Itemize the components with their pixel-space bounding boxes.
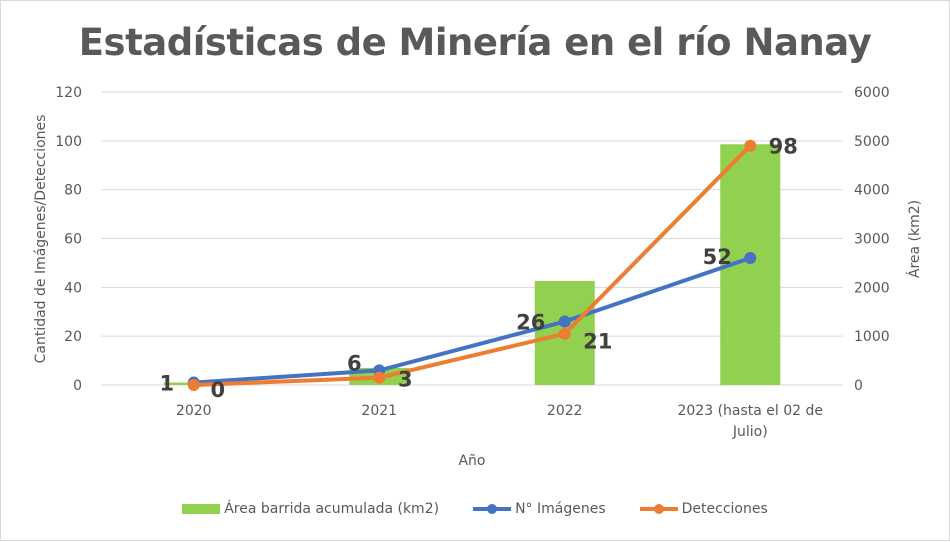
x-axis-title: Año [458,453,485,469]
series-line [193,144,752,387]
data-point [373,371,386,384]
y-right-tick-label: 1000 [854,329,890,345]
y-left-tick-label: 60 [64,232,82,248]
y-right-tick-label: 6000 [854,85,890,101]
y-left-tick-label: 120 [55,85,82,101]
data-label: 21 [583,330,612,354]
data-label: 6 [347,351,362,375]
legend-label-imagenes: N° Imágenes [515,501,606,517]
legend-item-area[interactable]: Área barrida acumulada (km2) [182,501,439,517]
data-point [744,139,757,152]
y-right-tick-label: 5000 [854,134,890,150]
x-tick-label: 2021 [361,403,397,419]
x-tick-label: 2023 (hasta el 02 de Julio) [677,403,823,440]
legend-label-detecciones: Detecciones [681,501,768,517]
series-line [193,256,751,385]
legend: Área barrida acumulada (km2) N° Imágenes… [1,501,949,517]
legend-line-marker-icon [639,504,678,514]
data-point [187,379,200,391]
legend-item-detecciones[interactable]: Detecciones [639,501,768,517]
data-label: 0 [210,378,225,402]
y-right-tick-label: 4000 [854,183,890,199]
legend-item-imagenes[interactable]: N° Imágenes [473,501,606,517]
data-point [744,252,757,265]
y-right-tick-label: 2000 [854,280,890,296]
y-left-tick-label: 100 [55,134,82,150]
legend-swatch-bar-icon [182,504,221,514]
y-right-tick-label: 3000 [854,232,890,248]
data-label: 1 [159,372,174,396]
data-point [558,315,571,328]
y-axis-right-title: Área (km2) [906,200,923,278]
legend-line-marker-icon [473,504,512,514]
y-axis-left-title: Cantidad de Imágenes/Detecciones [33,115,49,364]
data-label: 3 [398,368,413,392]
data-label: 52 [703,245,732,269]
data-label: 98 [769,135,798,159]
y-left-tick-label: 40 [64,280,82,296]
y-left-tick-label: 20 [64,329,82,345]
legend-label-area: Área barrida acumulada (km2) [224,501,440,517]
y-left-tick-label: 0 [73,378,82,394]
y-right-tick-label: 0 [854,378,863,394]
data-label: 26 [516,311,545,335]
data-point [558,327,571,340]
y-left-tick-label: 80 [64,183,82,199]
x-tick-label: 2022 [547,403,583,419]
chart-title: Estadísticas de Minería en el río Nanay [78,21,872,64]
x-tick-label: 2020 [176,403,212,419]
